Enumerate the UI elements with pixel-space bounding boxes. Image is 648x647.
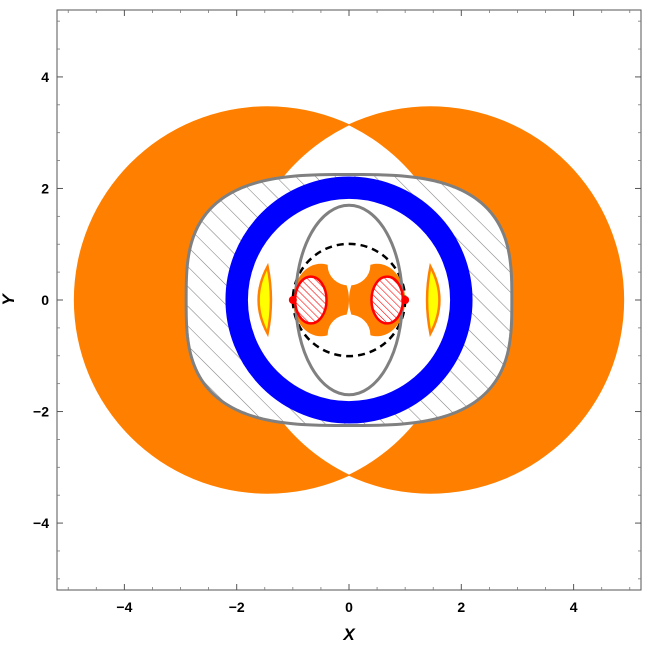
inner-ellipse-fill bbox=[295, 205, 403, 395]
x-tick-label: 0 bbox=[345, 599, 353, 615]
regions-layer bbox=[73, 106, 625, 494]
y-tick-label: 2 bbox=[41, 180, 49, 196]
x-axis-label: X bbox=[342, 625, 356, 644]
lobe-cutout-bottom bbox=[327, 314, 371, 355]
y-tick-label: −2 bbox=[33, 404, 49, 420]
y-tick-label: 4 bbox=[41, 69, 49, 85]
y-tick-label: −4 bbox=[33, 515, 49, 531]
red-point-right bbox=[401, 296, 410, 304]
x-tick-label: −2 bbox=[229, 599, 245, 615]
x-tick-label: 4 bbox=[570, 599, 578, 615]
y-axis-label: Y bbox=[0, 293, 18, 306]
lobe-cutout-top bbox=[327, 245, 371, 286]
red-hatched-ellipse-right bbox=[370, 275, 405, 325]
yellow-crescent-left bbox=[257, 262, 273, 338]
gray-outer-curve bbox=[184, 173, 514, 427]
red-hatched-ellipse-left bbox=[293, 275, 328, 325]
red-point-left bbox=[288, 296, 297, 304]
axis-ticks: −4 −2 0 2 4 −4 −2 0 2 4 bbox=[33, 10, 641, 615]
yellow-crescent-right bbox=[425, 262, 441, 338]
x-tick-label: 2 bbox=[457, 599, 465, 615]
y-tick-label: 0 bbox=[41, 292, 49, 308]
x-tick-label: −4 bbox=[116, 599, 132, 615]
blue-ring bbox=[225, 176, 473, 424]
